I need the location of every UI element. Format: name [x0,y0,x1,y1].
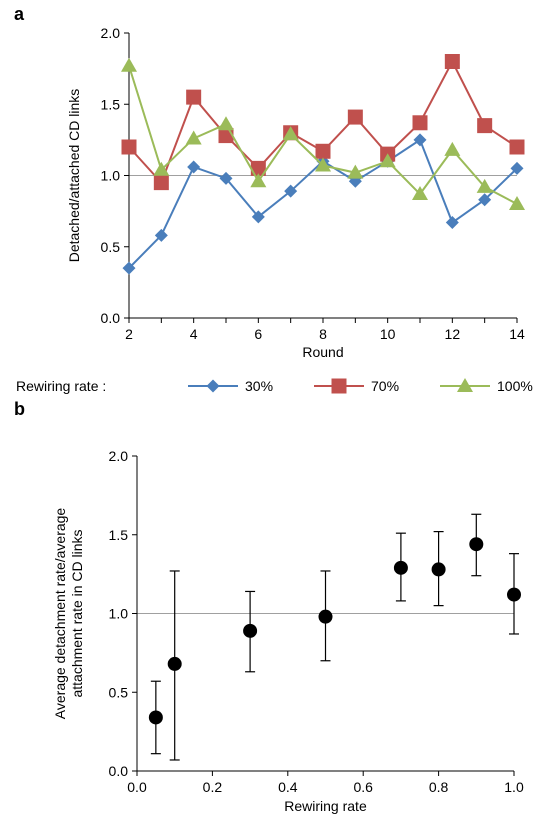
legend-label: 100% [497,378,533,394]
legend-label: 30% [245,378,273,394]
series-line [128,65,518,205]
data-point [444,141,461,156]
data-point [250,173,267,188]
legend-marker [457,378,473,392]
data-point-group [431,530,446,607]
data-point [445,216,459,230]
y-tick-label: 1.0 [101,168,121,184]
data-point [347,164,364,179]
data-point [315,157,331,172]
data-point [315,143,331,159]
data-point [251,210,265,224]
y-tick-label: 0.5 [109,684,129,700]
data-point [509,196,525,210]
data-point [167,656,182,671]
series-70% [121,54,525,191]
x-axis-label: Rewiring rate [284,798,367,814]
data-point [218,116,234,131]
data-point [153,175,169,191]
data-point [284,184,298,198]
data-point [250,160,266,176]
data-point [444,54,460,69]
data-point [509,139,525,155]
x-axis-label: Round [302,344,343,360]
x-tick-label: 6 [254,326,262,342]
legend-label: 70% [371,378,399,394]
data-point-group [167,570,182,761]
legend-item-30%: 30% [188,378,273,394]
series-100% [121,57,525,210]
x-tick-label: 0.8 [429,779,449,795]
panel-b-label: b [14,399,25,419]
data-point [282,126,299,141]
y-tick-label: 2.0 [101,25,121,41]
data-point-group [148,680,163,755]
data-point [153,161,170,176]
data-point [477,118,493,134]
data-point [318,609,333,624]
legend-marker [206,379,220,393]
x-tick-label: 0.4 [278,779,298,795]
data-point [121,57,137,72]
data-point-group [243,590,258,673]
data-point [243,623,258,638]
x-tick-label: 10 [380,326,396,342]
data-point [219,171,233,185]
y-axis-label: Average detachment rate/averageattachmen… [52,508,85,720]
data-point [185,130,202,145]
legend-item-70%: 70% [314,378,399,394]
panel-a-label: a [14,4,25,24]
x-tick-label: 1.0 [504,779,524,795]
data-point [148,710,163,725]
data-point [469,537,484,552]
chart-b: 0.0 0.5 1.0 1.5 2.0 0.0 0.2 0.4 0.6 0.8 1.0 Rewirin… [52,448,524,814]
x-tick-label: 0.6 [353,779,373,795]
data-point [413,133,427,147]
data-point-group [318,570,333,662]
x-tick-label: 8 [319,326,327,342]
data-point [347,109,363,125]
data-point [218,128,234,144]
y-tick-label: 1.0 [109,606,129,622]
data-point [186,89,202,105]
data-point [431,562,446,577]
x-tick-label: 0.0 [127,779,147,795]
data-point-group [507,553,521,635]
x-tick-label: 0.2 [203,779,223,795]
chart-a: 0.0 0.5 1.0 1.5 2.0 2 4 6 8 10 12 14 Round Detached/a… [66,25,525,360]
data-point [187,160,201,174]
data-point [154,228,168,242]
y-axis-label: Detached/attached CD links [66,89,82,263]
y-tick-label: 1.5 [101,96,121,112]
legend-title: Rewiring rate : [16,378,106,394]
data-point [510,161,524,175]
x-tick-label: 12 [445,326,461,342]
data-point [393,560,408,575]
data-point [476,178,493,193]
data-point [412,115,428,131]
y-tick-label: 2.0 [109,448,129,464]
y-axis-label-line: attachment rate in CD links [69,529,85,697]
data-point [379,153,396,168]
y-tick-label: 0.0 [101,310,121,326]
x-tick-label: 4 [190,326,198,342]
data-point [122,261,136,275]
y-tick-label: 1.5 [109,527,129,543]
legend-a: Rewiring rate : 30% 70% 100% [16,378,533,394]
x-tick-label: 2 [125,326,133,342]
data-point [478,193,492,207]
y-tick-label: 0.0 [109,763,129,779]
data-point [507,587,521,602]
y-tick-label: 0.5 [101,239,121,255]
data-point-group [393,532,408,602]
legend-item-100%: 100% [440,378,533,394]
data-point-group [469,513,484,577]
legend-marker [331,378,347,394]
data-point [412,186,428,201]
x-tick-label: 14 [509,326,525,342]
data-point [121,139,137,155]
y-axis-label-line: Average detachment rate/average [52,508,68,720]
